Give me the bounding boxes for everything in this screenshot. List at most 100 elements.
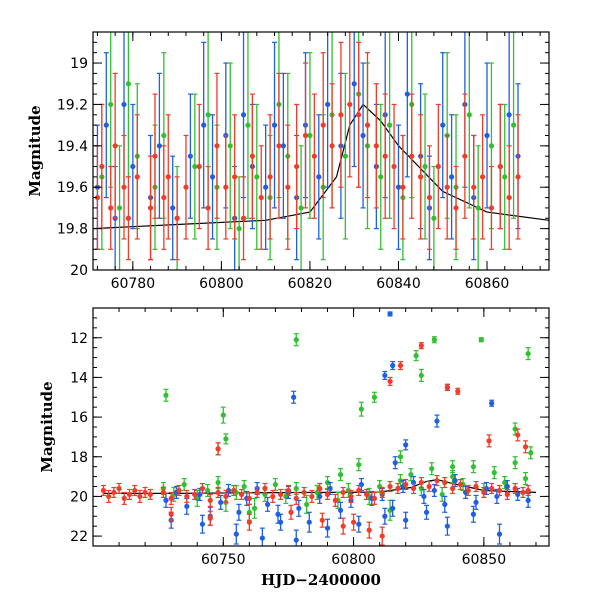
data-point — [506, 194, 512, 201]
data-point — [258, 194, 264, 201]
top-model-curve — [93, 103, 549, 230]
data-point — [207, 515, 213, 521]
data-point — [285, 487, 292, 494]
data-point — [121, 184, 127, 190]
data-point — [184, 503, 190, 509]
x-tick-label: 60750 — [201, 552, 246, 568]
data-point — [225, 487, 232, 494]
data-point — [307, 132, 313, 139]
data-point — [496, 487, 503, 494]
data-point — [390, 505, 396, 511]
data-point — [410, 485, 417, 492]
data-point — [452, 477, 458, 484]
data-point — [197, 491, 203, 498]
data-point — [215, 489, 221, 496]
data-point — [215, 479, 221, 486]
data-point — [442, 501, 448, 507]
data-point — [317, 485, 323, 492]
data-point — [103, 122, 109, 128]
data-point — [421, 493, 427, 500]
data-point — [108, 205, 114, 211]
data-point — [176, 487, 182, 494]
data-point — [205, 112, 211, 118]
data-point — [263, 184, 269, 190]
data-point — [125, 215, 132, 221]
data-point — [126, 491, 133, 498]
data-point — [502, 174, 508, 180]
data-point — [470, 511, 477, 517]
data-point — [329, 143, 335, 149]
data-point — [504, 483, 510, 490]
x-tick-label: 60780 — [111, 276, 156, 292]
x-tick-label: 60840 — [376, 276, 421, 292]
data-point — [434, 477, 440, 484]
bottom-y-axis-title: Magnitude — [38, 381, 56, 472]
data-point — [379, 533, 385, 539]
y-tick-label: 16 — [70, 410, 88, 426]
data-point — [116, 205, 123, 211]
bottom-axes: 60750 60800 60850 12 14 16 18 20 22 — [70, 307, 550, 568]
data-point — [418, 174, 424, 180]
data-point — [100, 487, 107, 494]
data-point — [496, 531, 503, 537]
data-point — [137, 493, 143, 500]
data-point — [382, 153, 388, 159]
data-point — [449, 485, 456, 492]
data-point — [418, 372, 424, 379]
data-point — [429, 466, 435, 472]
data-point — [466, 112, 472, 118]
data-point — [395, 485, 401, 492]
data-point — [121, 101, 127, 108]
data-point — [392, 460, 398, 466]
top-axes: 60780 60800 60820 60840 60860 19 19.2 19.4 19.6 1… — [57, 31, 550, 292]
data-point — [478, 337, 484, 343]
data-point — [246, 519, 252, 525]
data-point — [488, 205, 495, 211]
data-point — [132, 487, 138, 494]
data-point — [294, 163, 300, 170]
data-point — [201, 122, 207, 128]
data-point — [236, 509, 242, 515]
data-point — [112, 143, 118, 149]
data-point — [301, 489, 307, 496]
data-point — [473, 499, 479, 505]
data-point — [240, 215, 247, 221]
data-point — [241, 483, 247, 490]
data-point — [324, 525, 331, 531]
data-point — [236, 226, 242, 232]
data-point — [156, 143, 163, 149]
data-point — [184, 493, 190, 500]
data-point — [187, 153, 193, 159]
data-point — [161, 194, 167, 201]
data-point — [418, 479, 424, 486]
x-tick-label: 60800 — [199, 276, 244, 292]
data-point — [288, 509, 294, 515]
data-point — [403, 481, 409, 488]
data-point — [215, 446, 221, 452]
data-point — [276, 143, 282, 149]
data-point — [325, 101, 331, 108]
data-point — [512, 426, 518, 432]
data-point — [371, 495, 378, 501]
data-point — [262, 485, 268, 492]
data-point — [272, 481, 278, 488]
data-point — [324, 479, 331, 486]
x-tick-label: 60800 — [331, 552, 376, 568]
data-point — [444, 523, 450, 529]
data-point — [397, 477, 404, 484]
data-point — [99, 163, 105, 170]
data-point — [161, 132, 167, 139]
bottom-series-0 — [160, 333, 534, 521]
data-point — [340, 489, 346, 496]
data-point — [453, 205, 459, 211]
data-point — [356, 487, 362, 494]
x-tick-label: 60860 — [465, 276, 510, 292]
data-point — [426, 194, 433, 201]
data-point — [196, 163, 202, 170]
data-point — [409, 153, 415, 159]
data-point — [431, 487, 437, 494]
data-point — [337, 507, 344, 513]
data-point — [390, 362, 396, 369]
data-point — [338, 112, 344, 118]
data-point — [231, 487, 237, 494]
